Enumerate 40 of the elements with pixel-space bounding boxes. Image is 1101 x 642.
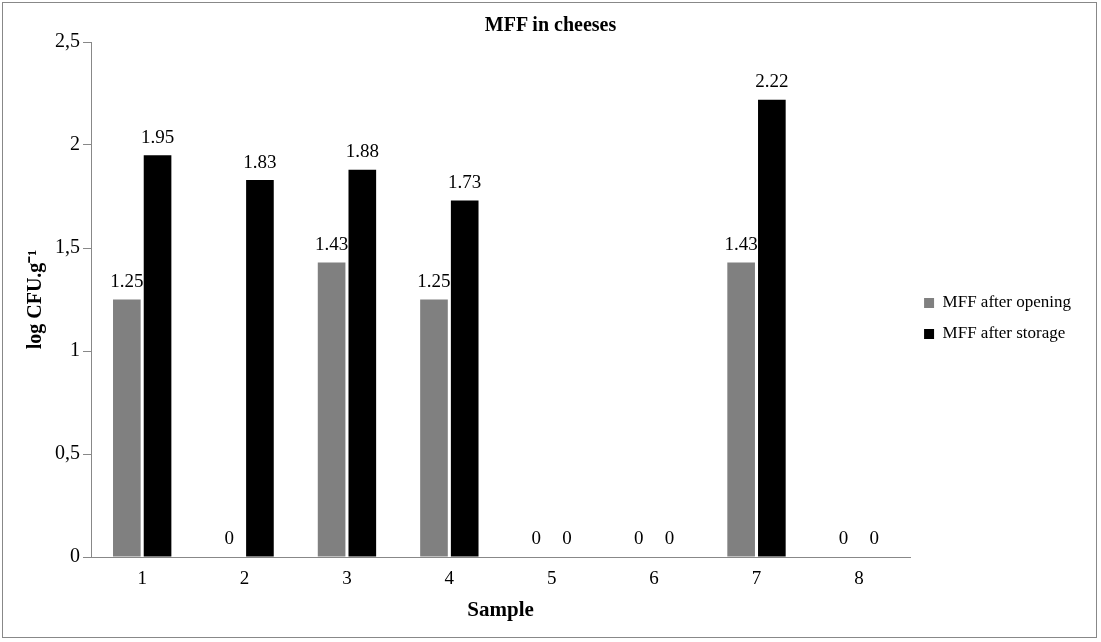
y-tick-label: 2 — [70, 132, 80, 155]
bar — [758, 99, 786, 557]
x-tick-label: 4 — [444, 567, 455, 589]
y-tick-label: 0 — [70, 544, 80, 567]
data-label: 1.43 — [314, 232, 349, 254]
data-label: 1.83 — [243, 150, 277, 172]
bar — [450, 200, 479, 557]
x-tick-label: 3 — [342, 567, 352, 589]
chart-title: MFF in cheeses — [484, 13, 617, 36]
y-axis-title: log CFU.g⁻¹ — [23, 249, 47, 350]
data-label: 1.25 — [110, 269, 144, 291]
bar — [246, 180, 274, 557]
data-label: 0 — [838, 527, 849, 549]
x-tick-label: 1 — [137, 567, 147, 589]
data-label: 0 — [562, 527, 572, 549]
x-tick-label: 5 — [546, 567, 557, 589]
bar — [143, 155, 172, 557]
y-tick-label: 2,5 — [55, 29, 80, 52]
data-label: 1.25 — [417, 269, 451, 291]
y-tick-label: 1,5 — [55, 235, 80, 258]
x-tick-label: 2 — [239, 567, 250, 589]
data-label: 1.88 — [345, 140, 379, 162]
legend-label: MFF after storage — [942, 323, 1066, 343]
data-label: 0 — [664, 527, 675, 549]
data-label: 2.22 — [755, 70, 789, 92]
bar — [348, 169, 377, 557]
data-label: 0 — [869, 527, 879, 549]
x-axis-title: Sample — [467, 596, 534, 621]
data-label: 0 — [634, 527, 644, 549]
x-tick-label: 6 — [649, 567, 659, 589]
x-tick-label: 8 — [854, 567, 864, 589]
y-tick-label: 1 — [70, 338, 80, 361]
legend-label: MFF after opening — [942, 292, 1072, 312]
data-label: 1.95 — [140, 125, 175, 147]
data-label: 1.43 — [724, 232, 758, 254]
y-tick-label: 0,5 — [55, 441, 80, 464]
x-tick-label: 7 — [751, 567, 762, 589]
data-label: 0 — [531, 527, 542, 549]
data-label: 1.73 — [448, 171, 482, 193]
data-label: 0 — [224, 527, 234, 549]
